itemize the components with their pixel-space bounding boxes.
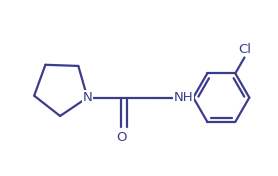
Text: O: O xyxy=(116,131,127,144)
Text: NH: NH xyxy=(174,91,193,104)
Text: Cl: Cl xyxy=(238,43,251,56)
Text: N: N xyxy=(83,91,92,104)
